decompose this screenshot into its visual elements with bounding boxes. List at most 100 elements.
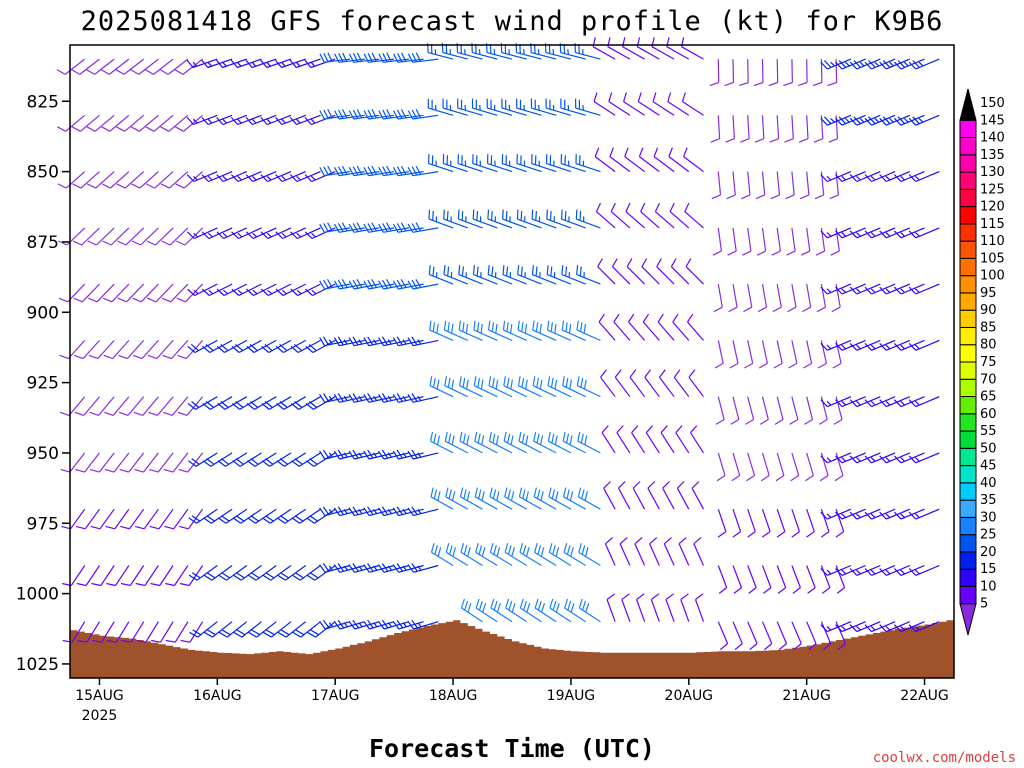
wind-barb (693, 537, 705, 566)
wind-barb (230, 58, 262, 69)
wind-barb (489, 487, 513, 510)
colorbar-bin (959, 447, 977, 467)
wind-barb (908, 171, 940, 183)
colorbar-bin (959, 430, 977, 449)
wind-barb (893, 339, 925, 351)
wind-barb (835, 565, 846, 594)
wind-barb (306, 508, 336, 524)
wind-barb (687, 313, 704, 341)
wind-barb (119, 452, 145, 473)
wind-barb (164, 508, 189, 530)
wind-barb (893, 283, 925, 295)
wind-barb (559, 43, 586, 60)
wind-barb (710, 115, 721, 143)
colorbar-label: 20 (980, 545, 997, 560)
wind-barb (246, 339, 277, 354)
wind-barb (147, 283, 174, 303)
wind-barb (102, 283, 130, 303)
wind-barb (548, 487, 572, 510)
wind-barb (667, 92, 690, 116)
wind-barb (501, 154, 527, 173)
wind-barb (741, 171, 751, 200)
wind-barb (75, 452, 100, 473)
wind-barb (747, 509, 756, 538)
wind-barb (245, 227, 277, 240)
wind-barb (726, 171, 736, 200)
wind-barb (745, 396, 755, 425)
colorbar-label: 75 (980, 355, 997, 370)
wind-barb (712, 227, 722, 256)
wind-barb (165, 565, 189, 587)
wind-barb (787, 283, 797, 313)
wind-barb (73, 283, 100, 303)
wind-barb (502, 209, 527, 229)
wind-barb (744, 340, 754, 369)
colorbar-label: 95 (980, 286, 997, 301)
y-tick-label: 925 (27, 374, 59, 394)
wind-barb (474, 487, 498, 510)
wind-barb (132, 339, 159, 360)
x-tick-label: 17AUG (311, 688, 360, 704)
wind-barb (472, 154, 498, 173)
wind-barb (121, 621, 145, 643)
wind-barb (759, 396, 769, 425)
wind-barb (131, 227, 159, 246)
wind-barb (516, 98, 542, 116)
wind-barb (231, 339, 262, 354)
wind-barb (849, 283, 881, 295)
wind-barb (428, 209, 454, 229)
wind-barb (717, 621, 729, 651)
wind-barb (546, 209, 572, 229)
wind-barb (460, 543, 483, 567)
wind-barb (443, 209, 469, 229)
wind-barb (761, 509, 771, 538)
colorbar-bin (959, 309, 977, 328)
colorbar-bin (959, 396, 977, 415)
wind-barb (161, 283, 189, 303)
wind-barb (625, 202, 645, 229)
wind-barb (518, 431, 542, 454)
wind-barb (503, 431, 527, 454)
wind-barb (531, 265, 557, 285)
wind-barb (146, 227, 174, 246)
wind-barb (117, 283, 145, 303)
colorbar-bin (959, 257, 977, 277)
wind-barb (165, 621, 189, 643)
colorbar-label: 100 (980, 269, 1005, 284)
wind-barb (645, 425, 660, 454)
wind-barb (729, 340, 739, 369)
wind-barb (443, 265, 469, 285)
wind-barb (445, 487, 469, 510)
wind-barb (533, 431, 557, 454)
wind-barb (879, 171, 911, 183)
wind-barb (653, 147, 675, 173)
wind-barb (458, 320, 483, 341)
wind-barb (835, 227, 866, 239)
wind-barb (232, 452, 262, 467)
wind-barb (533, 487, 557, 510)
wind-barb (187, 283, 218, 297)
plot-area (70, 45, 954, 678)
wind-barb (392, 109, 424, 120)
wind-barb (864, 114, 896, 126)
wind-barb (908, 396, 940, 408)
wind-barb (248, 621, 277, 638)
colorbar-label: 70 (980, 372, 997, 387)
wind-barb (835, 509, 845, 538)
colorbar-label: 135 (980, 148, 1005, 163)
wind-barb (161, 227, 189, 246)
wind-barb (688, 369, 704, 398)
wind-barb (187, 396, 218, 410)
wind-barb (445, 543, 469, 567)
wind-barb (791, 509, 801, 538)
colorbar-label: 130 (980, 165, 1005, 180)
wind-barb (835, 58, 866, 70)
wind-barb (864, 171, 896, 183)
wind-barb (835, 452, 866, 464)
wind-barb (246, 396, 277, 410)
wind-barb (72, 171, 100, 189)
colorbar-bin (959, 206, 977, 225)
wind-barb (604, 537, 616, 566)
wind-barb (146, 171, 174, 189)
